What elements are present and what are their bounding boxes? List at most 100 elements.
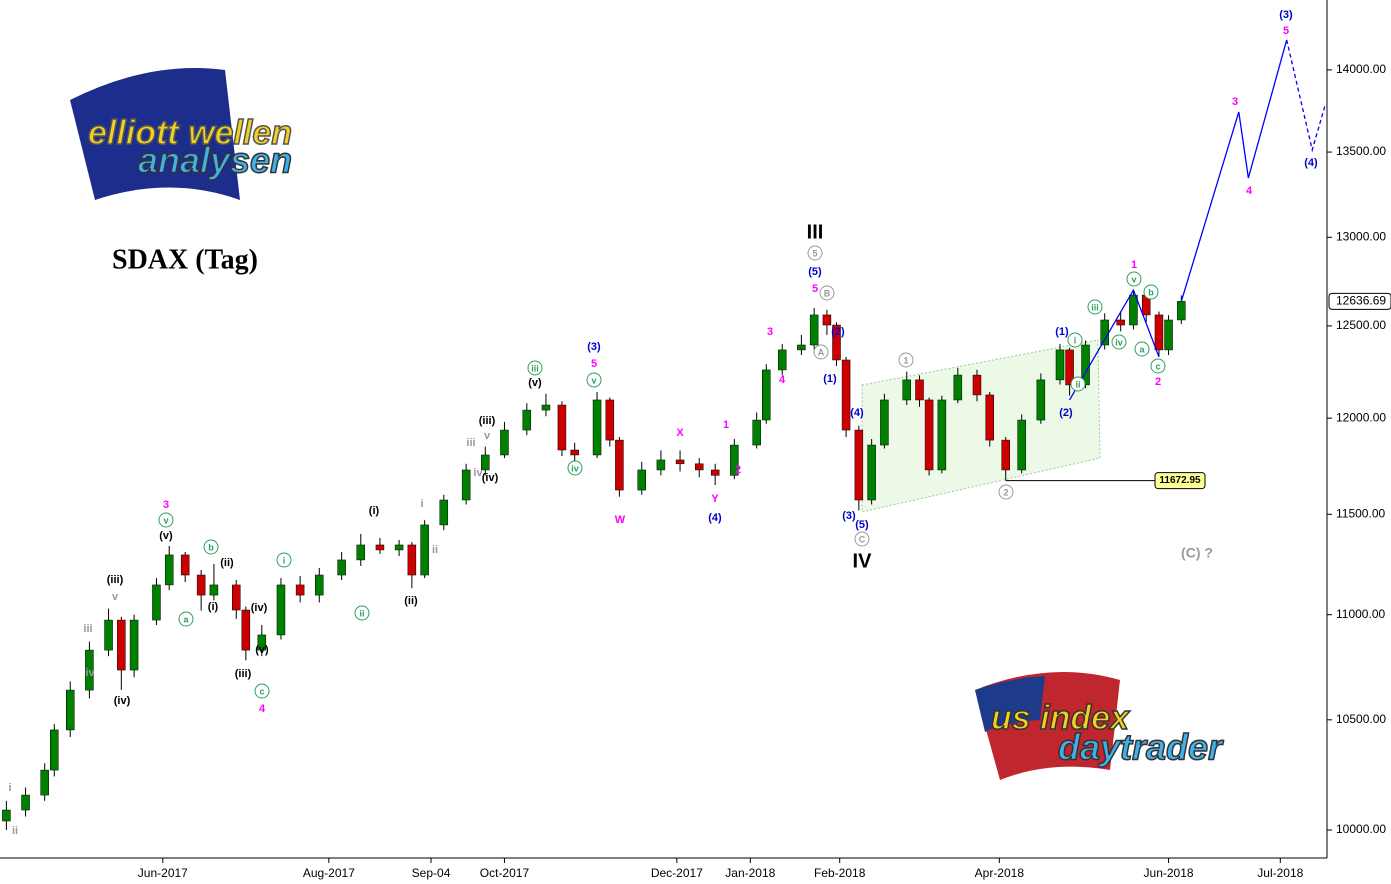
candle-body: [394, 544, 404, 551]
candle-body: [867, 444, 876, 501]
candle-body: [241, 609, 251, 651]
candle-body: [196, 574, 206, 596]
wave-circle: [586, 372, 602, 388]
candle-body: [710, 469, 720, 476]
wave-circle: [1143, 284, 1159, 300]
candle-body: [822, 314, 832, 326]
last-price: 12636.69: [1336, 294, 1386, 308]
candle-body: [85, 649, 94, 691]
y-tick-label: 14000.00: [1336, 62, 1386, 76]
wave-label: B: [824, 288, 831, 298]
logo-text: elliott wellen: [88, 114, 292, 152]
candle-body: [637, 469, 646, 491]
wave-label: (v): [159, 530, 173, 542]
candle-body: [730, 444, 739, 476]
wave-circle: [254, 683, 270, 699]
candle-body: [164, 554, 174, 586]
candle-body: [541, 404, 551, 411]
wave-label: 1: [903, 355, 908, 365]
candle-body: [592, 399, 602, 456]
candle-body: [1164, 319, 1173, 351]
candle-body: [461, 469, 471, 501]
wave-label: (1): [1055, 326, 1069, 338]
candle-body: [1001, 439, 1010, 471]
us-flag-canton: [975, 676, 1045, 732]
wave-circle: [1126, 271, 1142, 287]
candle-body: [65, 689, 75, 731]
candle-body: [1065, 349, 1074, 386]
wave-label: (ii): [404, 595, 418, 607]
wave-circle: [203, 539, 219, 555]
wave-label: (2): [1059, 407, 1073, 419]
wave-label: v: [591, 375, 596, 385]
wave-line: [1069, 288, 1160, 401]
wave-label: ii: [12, 825, 18, 837]
wave-label: (3): [842, 510, 856, 522]
wave-label: 4: [1246, 185, 1253, 197]
x-tick-label: Dec-2017: [651, 866, 703, 880]
chart-title: SDAX (Tag): [112, 244, 258, 275]
wave-circle: [527, 360, 543, 376]
candle-body: [420, 524, 429, 576]
candle-body: [832, 324, 841, 361]
wave-label: v: [1131, 274, 1136, 284]
candle-body: [180, 554, 190, 576]
candle-body: [1017, 419, 1026, 471]
wave-label: A: [818, 347, 825, 357]
candle-body: [675, 459, 685, 465]
x-tick-label: Apr-2018: [975, 866, 1025, 880]
wave-label: 4: [779, 374, 786, 386]
candle-body: [40, 769, 49, 796]
wave-label: iii: [466, 437, 475, 449]
candle-body: [356, 544, 366, 561]
logo-us: us index daytrader: [975, 672, 1225, 780]
wave-label: IV: [853, 550, 873, 572]
candle-body: [902, 379, 911, 401]
wave-label: 3: [163, 499, 169, 511]
wave-label: III: [807, 221, 824, 243]
y-tick-label: 12000.00: [1336, 410, 1386, 424]
wave-label: 3: [1232, 96, 1238, 108]
candle-body: [1100, 319, 1109, 346]
wave-label: (2): [831, 326, 845, 338]
eu-flag: [70, 68, 240, 200]
wave-label: 2: [1155, 376, 1161, 388]
wave-label: i: [8, 782, 11, 794]
candle-body: [481, 454, 490, 471]
x-tick-label: Oct-2017: [480, 866, 530, 880]
candle-body: [2, 809, 11, 822]
wave-label: Y: [711, 493, 719, 505]
wave-circle: [1150, 358, 1166, 374]
candle-body: [752, 419, 761, 446]
candle-body: [694, 463, 704, 471]
wave-label: v: [112, 591, 119, 603]
wave-circle: [354, 605, 370, 621]
wave-circle: [276, 552, 292, 568]
wave-label: iv: [473, 467, 483, 479]
candle-body: [937, 399, 947, 471]
candle-body: [809, 314, 819, 346]
y-tick-label: 10000.00: [1336, 822, 1386, 836]
candle-body: [762, 369, 771, 421]
wave-label: ii: [432, 544, 438, 556]
y-tick-label: 10500.00: [1336, 712, 1386, 726]
candle-body: [605, 399, 615, 441]
candle-body: [1116, 319, 1125, 326]
wave-label: (iv): [482, 472, 499, 484]
wave-label: 2: [1003, 487, 1008, 497]
wave-circle: [1067, 332, 1083, 348]
wave-label: (i): [369, 505, 380, 517]
wave-label: a: [1139, 344, 1145, 354]
wave-label: iv: [571, 463, 579, 473]
wave-circle: [1134, 341, 1150, 357]
wave-circle: [1070, 376, 1086, 392]
candle-body: [407, 544, 417, 576]
candle-body: [21, 794, 30, 811]
wave-label: v: [484, 430, 491, 442]
wave-label: (4): [850, 407, 864, 419]
candle-body: [985, 394, 995, 441]
candle-body: [232, 584, 241, 611]
candle-body: [972, 374, 982, 396]
wave-label: (3): [587, 341, 601, 353]
wave-circle: [998, 484, 1014, 500]
